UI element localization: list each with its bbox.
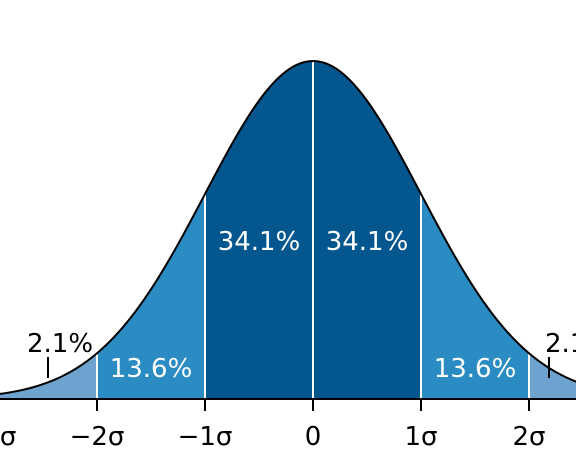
x-tick-label: 2σ (512, 422, 545, 452)
band-label-3: 34.1% (326, 227, 409, 257)
band-label-0: 2.1% (27, 329, 93, 359)
bell-curve-outline (0, 59, 576, 395)
band-label-5: 2.1% (545, 329, 576, 359)
band-percent-labels: 2.1%13.6%34.1%34.1%13.6%2.1%0.1%0.1% (0, 227, 576, 384)
band-label-2: 34.1% (218, 227, 301, 257)
band-area-0 (0, 353, 97, 399)
x-tick-label: −3σ (0, 422, 16, 452)
band-area-5 (529, 353, 576, 399)
x-tick-label: −1σ (178, 422, 233, 452)
outer-label-0: 0.1% (0, 347, 1, 377)
x-tick-label: −2σ (70, 422, 125, 452)
x-tick-label: 1σ (404, 422, 437, 452)
sigma-dividers (96, 62, 530, 399)
x-tick-label: 0 (305, 422, 322, 452)
x-axis-ticks: −3σ −2σ −1σ 0 1σ 2σ (0, 399, 546, 452)
band-label-1: 13.6% (110, 354, 193, 384)
band-label-4: 13.6% (434, 354, 517, 384)
